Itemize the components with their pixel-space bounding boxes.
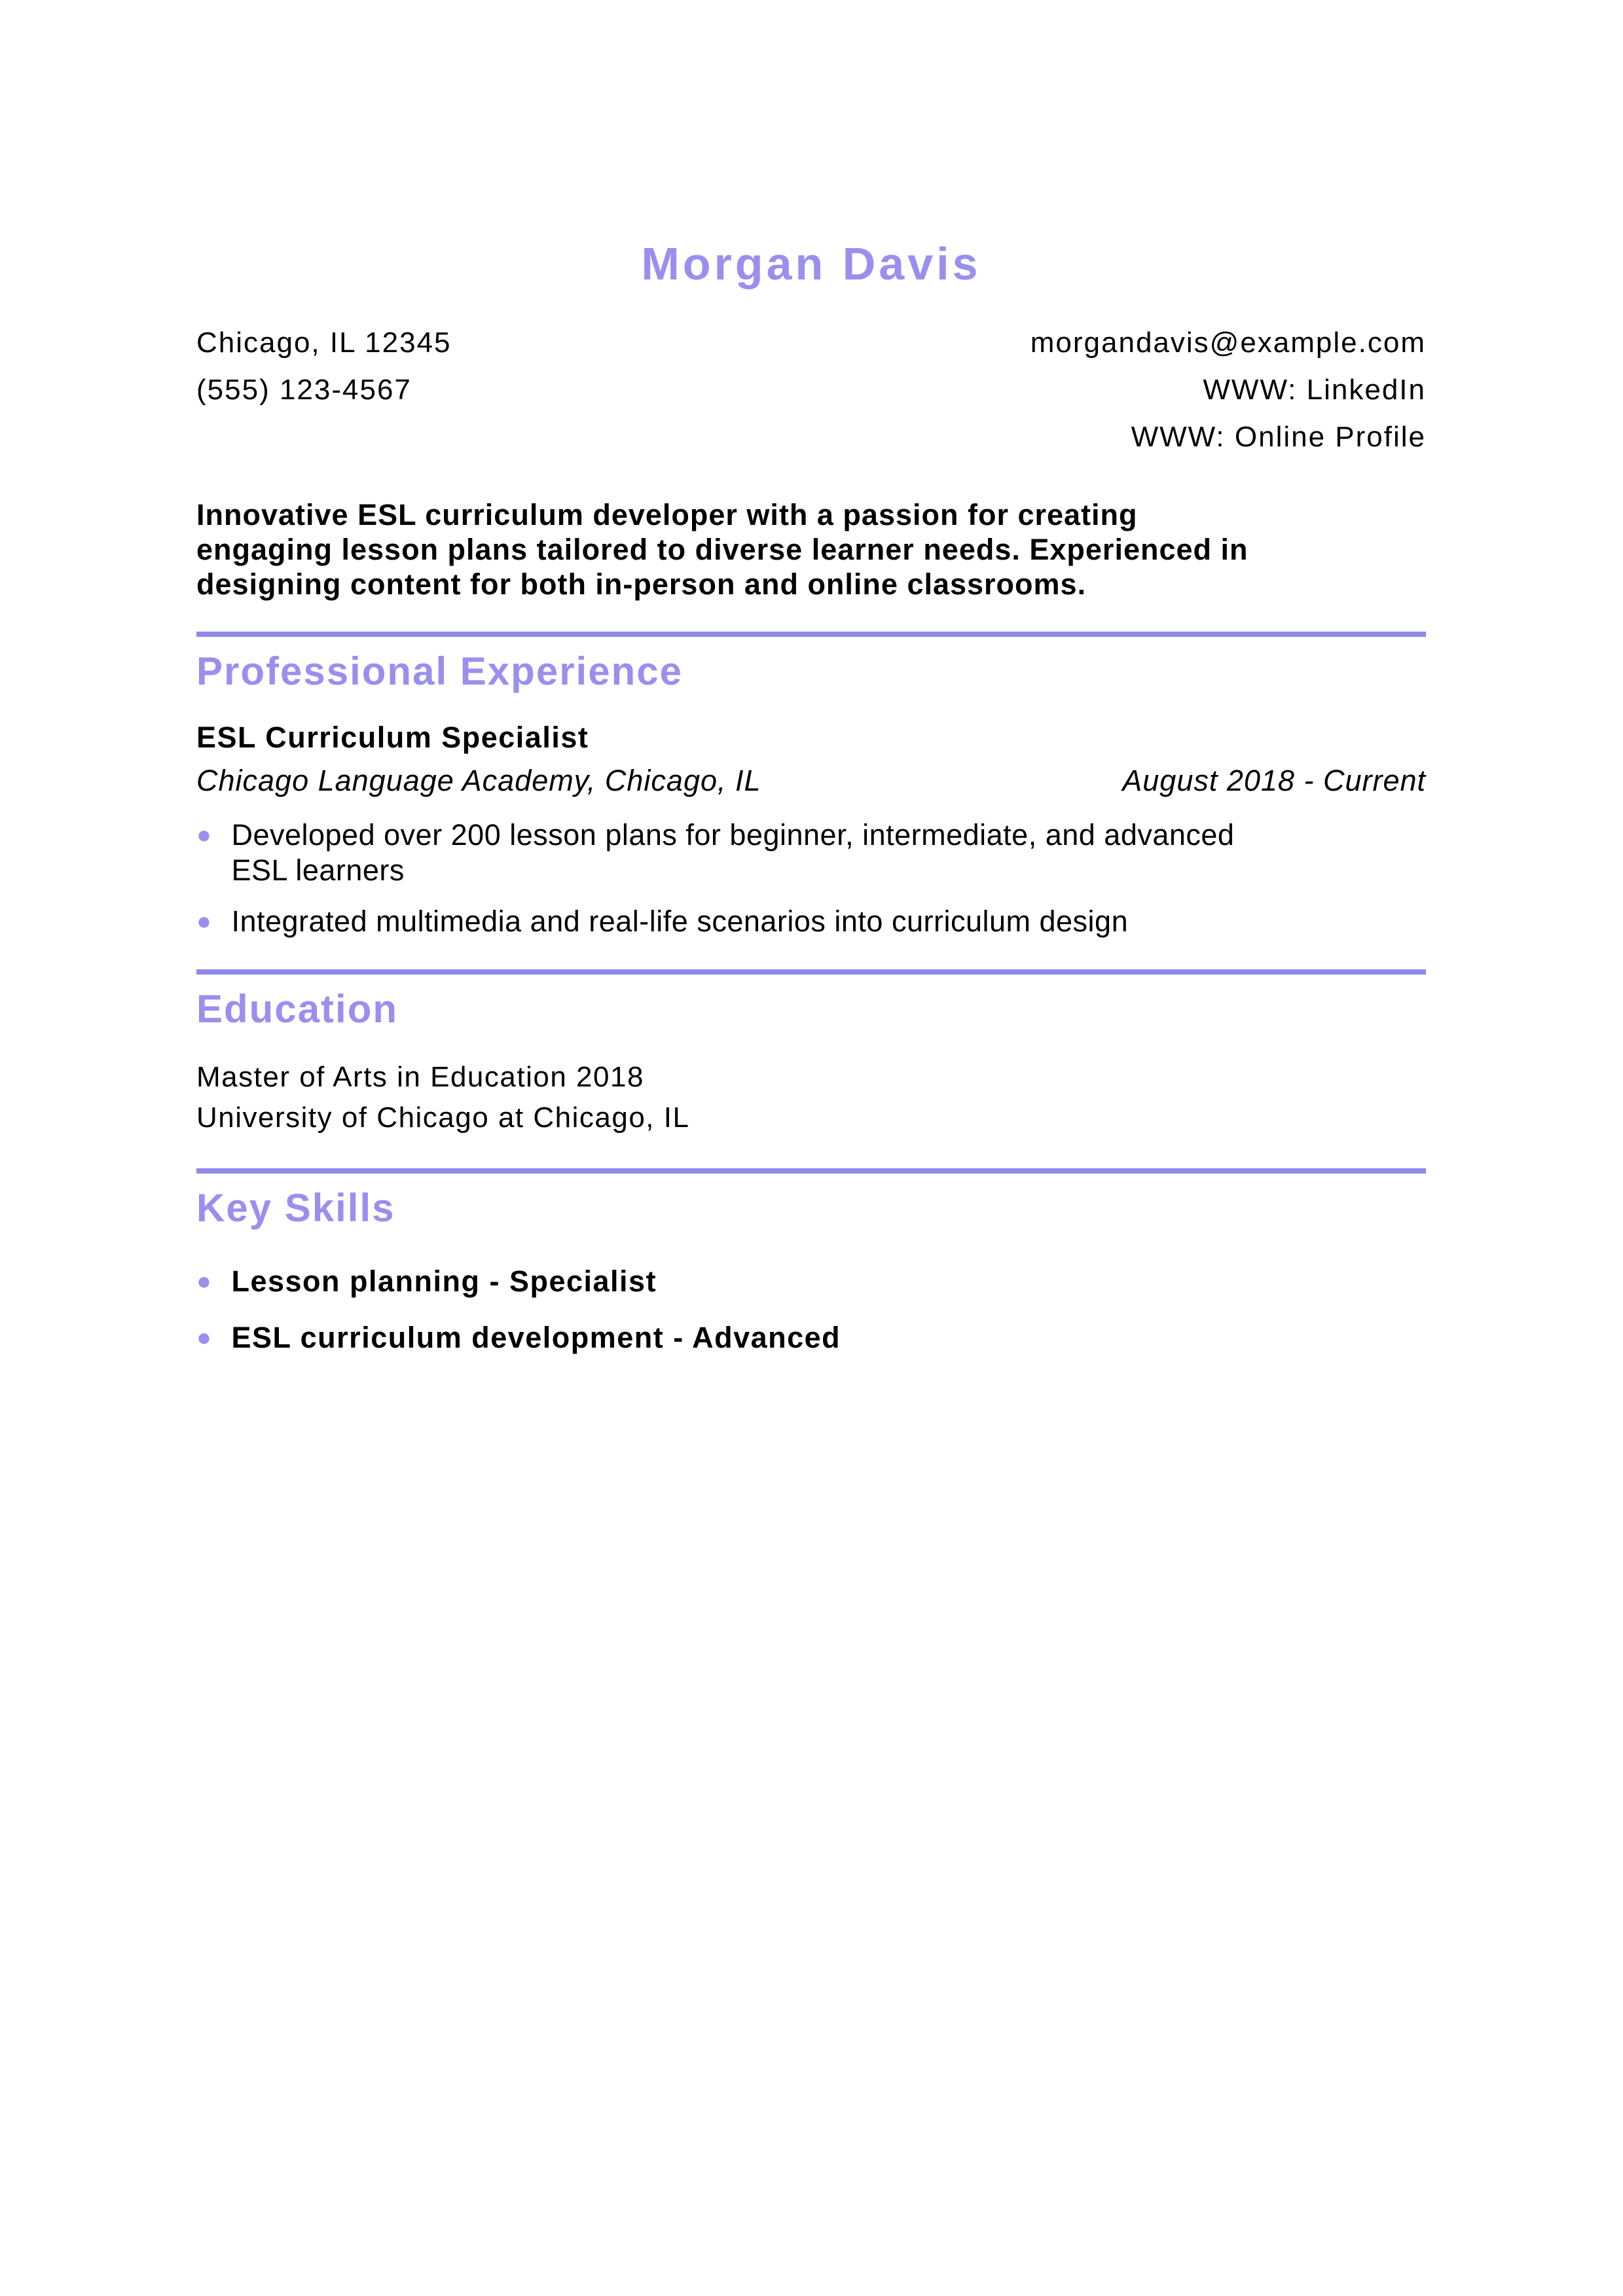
company-row: Chicago Language Academy, Chicago, IL Au… [196,764,1426,798]
company-name: Chicago Language Academy, Chicago, IL [196,763,761,797]
resume-content: Morgan Davis Chicago, IL 12345 (555) 123… [196,0,1426,1371]
section-divider [196,1168,1426,1174]
contact-right-column: morgandavis@example.com WWW: LinkedIn WW… [1030,319,1426,461]
bullet-icon: ● [196,1323,212,1352]
contact-linkedin: WWW: LinkedIn [1203,374,1426,406]
contact-email: morgandavis@example.com [1030,327,1426,359]
section-title-experience: Professional Experience [196,649,683,693]
section-title-education: Education [196,986,399,1031]
list-item: ● Integrated multimedia and real-life sc… [196,904,1426,939]
bullet-icon: ● [196,907,212,935]
bullet-icon: ● [196,821,212,849]
bullet-icon: ● [196,1267,212,1295]
list-item: ● Lesson planning - Specialist [196,1259,1426,1304]
section-divider [196,632,1426,637]
skills-list: ● Lesson planning - Specialist ● ESL cur… [196,1259,1426,1361]
education-block: Master of Arts in Education 2018 Univers… [196,1057,1426,1138]
summary-paragraph: Innovative ESL curriculum developer with… [196,498,1249,601]
skill-text: Lesson planning - Specialist [231,1264,657,1298]
contact-left-column: Chicago, IL 12345 (555) 123-4567 [196,319,452,461]
list-item: ● Developed over 200 lesson plans for be… [196,817,1426,888]
employment-dates: August 2018 - Current [1122,763,1426,797]
section-divider [196,969,1426,975]
experience-bullet-list: ● Developed over 200 lesson plans for be… [196,817,1426,939]
contact-phone: (555) 123-4567 [196,374,412,406]
experience-bullet-text: Integrated multimedia and real-life scen… [231,904,1129,938]
page-title: Morgan Davis [641,238,981,289]
skill-text: ESL curriculum development - Advanced [231,1320,841,1354]
education-school: University of Chicago at Chicago, IL [196,1101,690,1134]
experience-bullet-text: Developed over 200 lesson plans for begi… [231,817,1235,887]
education-degree: Master of Arts in Education 2018 [196,1060,644,1093]
section-title-skills: Key Skills [196,1185,395,1230]
job-title: ESL Curriculum Specialist [196,721,589,754]
contact-online-profile: WWW: Online Profile [1131,421,1426,453]
contact-location: Chicago, IL 12345 [196,327,452,359]
contact-section: Chicago, IL 12345 (555) 123-4567 morgand… [196,319,1426,461]
list-item: ● ESL curriculum development - Advanced [196,1315,1426,1361]
